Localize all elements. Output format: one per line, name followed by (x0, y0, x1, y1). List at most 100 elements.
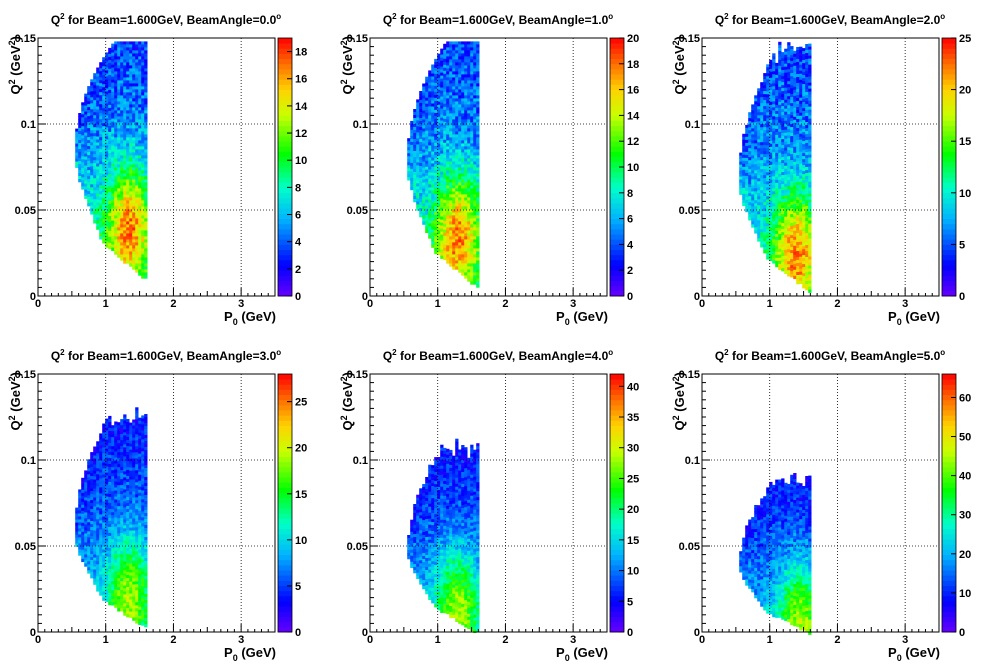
color-scale-label: 20 (295, 443, 307, 455)
color-scale-label: 16 (627, 85, 639, 97)
color-scale-label: 4 (627, 239, 634, 251)
x-axis-label: P0 (GeV) (224, 309, 276, 327)
heatmap-cells (739, 473, 812, 635)
x-tick-label: 3 (902, 634, 908, 646)
chart-title: Q2 for Beam=1.600GeV, BeamAngle=0.0o (51, 12, 281, 27)
color-scale-label: 16 (295, 74, 307, 86)
y-tick-label: 0.1 (353, 455, 368, 467)
chart-title: Q2 for Beam=1.600GeV, BeamAngle=3.0o (51, 348, 281, 363)
x-tick-label: 3 (238, 634, 244, 646)
color-scale-label: 5 (627, 596, 633, 608)
plot-frame (369, 373, 608, 633)
grid-lines (38, 374, 275, 632)
y-axis-label: Q2 (GeV2) (7, 372, 23, 430)
x-tick-label: 3 (570, 298, 576, 310)
color-scale-label: 8 (295, 182, 301, 194)
color-scale-label: 18 (627, 59, 639, 71)
color-scale-label: 10 (627, 162, 639, 174)
x-tick-label: 1 (435, 634, 441, 646)
color-scale-label: 25 (627, 473, 639, 485)
color-scale: 0 5 10 15 20 25 30 35 40 (609, 373, 639, 639)
grid-lines (370, 38, 607, 296)
axis-ticks (701, 37, 940, 297)
x-tick-label: 2 (170, 634, 176, 646)
heatmap-cells (407, 438, 480, 633)
y-axis-label: Q2 (GeV2) (339, 372, 355, 430)
x-axis-label: P0 (GeV) (224, 645, 276, 663)
y-axis-label: Q2 (GeV2) (671, 372, 687, 430)
axis-ticks (369, 37, 608, 297)
y-tick-label: 0.1 (685, 119, 700, 131)
x-axis-label: P0 (GeV) (888, 645, 940, 663)
chart-panel-5: Q2 for Beam=1.600GeV, BeamAngle=5.0o 0 1 2 3… (671, 348, 971, 663)
y-axis-label: Q2 (GeV2) (671, 36, 687, 94)
chart-title: Q2 for Beam=1.600GeV, BeamAngle=5.0o (715, 348, 945, 363)
y-tick-label: 0 (694, 291, 700, 303)
y-tick-label: 0.05 (15, 541, 36, 553)
plot-frame (701, 373, 940, 633)
color-scale-label: 15 (959, 136, 971, 148)
axis-ticks (701, 373, 940, 633)
y-tick-label: 0.15 (347, 33, 368, 45)
x-tick-label: 0 (699, 298, 705, 310)
color-scale-label: 14 (627, 110, 640, 122)
y-tick-label: 0.15 (679, 33, 700, 45)
y-axis-label: Q2 (GeV2) (339, 36, 355, 94)
x-tick-label: 3 (902, 298, 908, 310)
color-scale-label: 10 (295, 535, 307, 547)
x-tick-label: 2 (834, 634, 840, 646)
x-tick-label: 2 (170, 298, 176, 310)
plot-frame (37, 37, 276, 297)
color-scale-label: 25 (295, 397, 307, 409)
x-axis-label: P0 (GeV) (888, 309, 940, 327)
x-tick-label: 3 (570, 634, 576, 646)
x-tick-label: 1 (767, 298, 773, 310)
y-tick-label: 0.1 (685, 455, 700, 467)
y-tick-label: 0.1 (353, 119, 368, 131)
heatmap-cells (407, 41, 480, 288)
color-scale-label: 0 (295, 291, 301, 303)
color-scale-frame (941, 373, 957, 633)
plot-frame (369, 37, 608, 297)
color-scale-label: 0 (295, 627, 301, 639)
x-tick-label: 0 (367, 634, 373, 646)
color-scale-label: 4 (295, 237, 302, 249)
color-scale-label: 10 (627, 566, 639, 578)
chart-title: Q2 for Beam=1.600GeV, BeamAngle=2.0o (715, 12, 945, 27)
y-tick-label: 0.1 (21, 119, 36, 131)
color-scale-frame (277, 37, 293, 297)
heatmap-cells (75, 407, 148, 628)
chart-title: Q2 for Beam=1.600GeV, BeamAngle=4.0o (383, 348, 613, 363)
color-scale-frame (609, 373, 625, 633)
y-tick-label: 0.15 (679, 369, 700, 381)
x-tick-label: 2 (834, 298, 840, 310)
chart-panel-3: Q2 for Beam=1.600GeV, BeamAngle=3.0o 0 1 2 3… (7, 348, 307, 663)
x-axis-label: P0 (GeV) (556, 645, 608, 663)
y-tick-label: 0.05 (15, 205, 36, 217)
x-tick-label: 0 (35, 634, 41, 646)
color-scale-label: 5 (295, 581, 301, 593)
grid-lines (702, 374, 939, 632)
color-scale-label: 35 (627, 412, 639, 424)
color-scale-label: 15 (295, 489, 307, 501)
x-tick-label: 3 (238, 298, 244, 310)
color-scale-label: 30 (959, 510, 971, 522)
grid-lines (38, 38, 275, 296)
x-tick-label: 1 (767, 634, 773, 646)
color-scale-label: 2 (295, 264, 301, 276)
plot-frame (37, 373, 276, 633)
y-tick-label: 0 (30, 291, 36, 303)
color-scale: 0 5 10 15 20 25 (277, 373, 307, 639)
color-scale-frame (941, 37, 957, 297)
color-scale-label: 60 (959, 392, 971, 404)
color-scale-label: 25 (959, 33, 971, 45)
y-tick-label: 0.05 (347, 541, 368, 553)
color-scale-frame (277, 373, 293, 633)
x-tick-label: 2 (502, 298, 508, 310)
x-tick-label: 0 (699, 634, 705, 646)
y-tick-label: 0.15 (347, 369, 368, 381)
chart-title: Q2 for Beam=1.600GeV, BeamAngle=1.0o (383, 12, 613, 27)
color-scale-label: 10 (959, 588, 971, 600)
color-scale-label: 12 (295, 128, 307, 140)
color-scale: 0 5 10 15 20 25 (941, 33, 971, 303)
